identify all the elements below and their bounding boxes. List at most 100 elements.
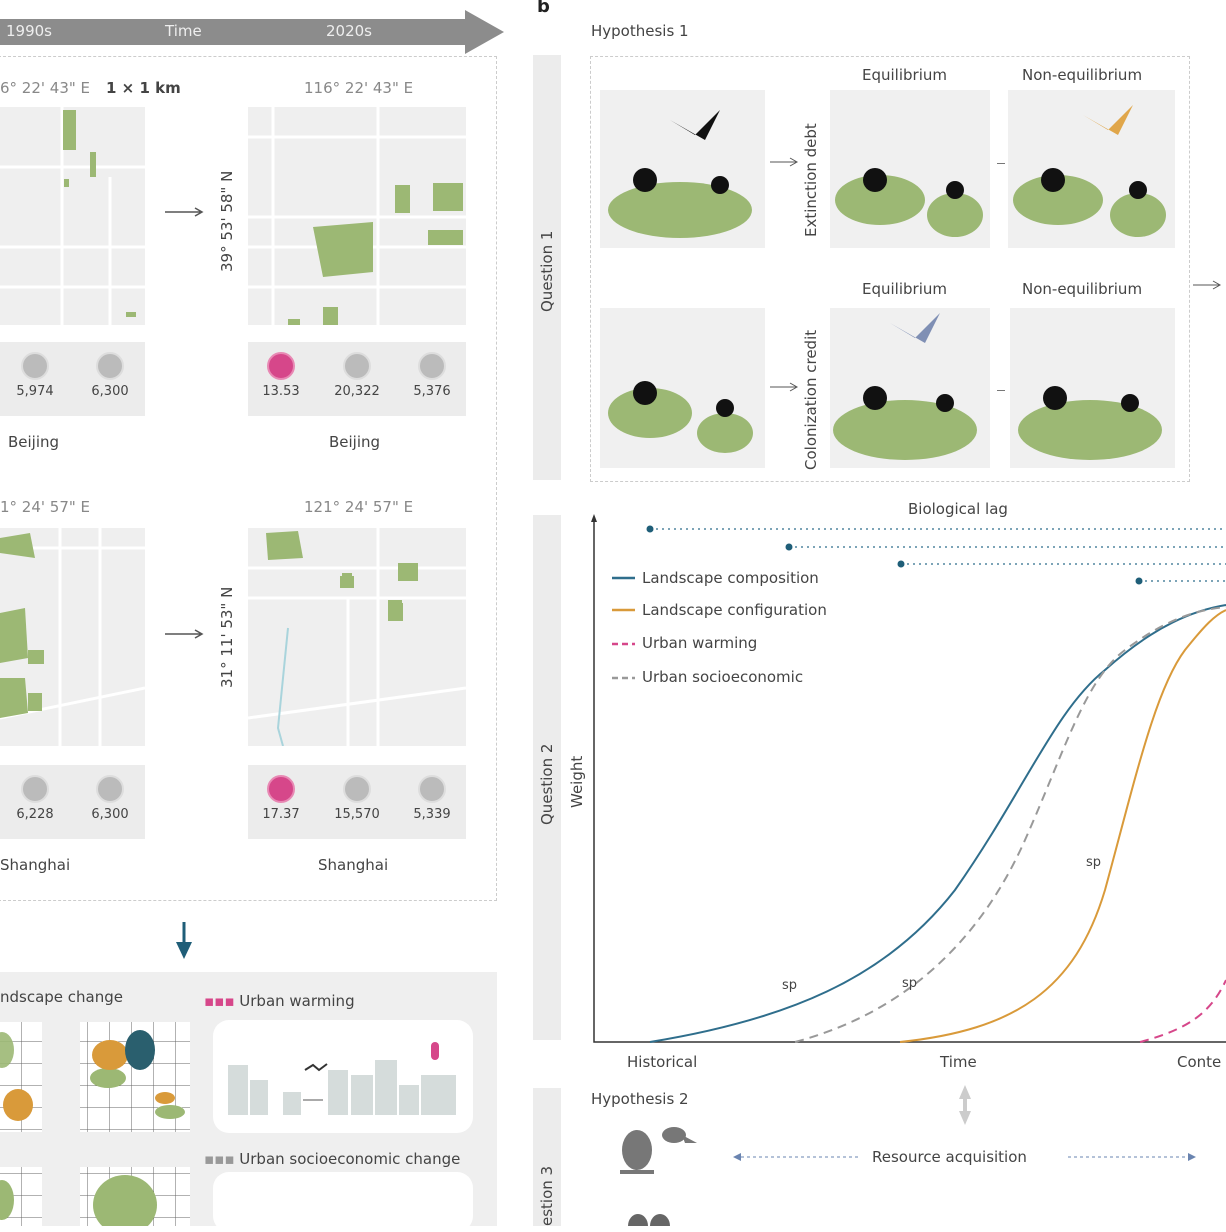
thermometer-icon xyxy=(267,775,295,803)
arrow-icon xyxy=(1193,280,1222,290)
right-dotted-arrow xyxy=(1068,1153,1196,1161)
panel-b-letter: b xyxy=(537,0,550,17)
hypothesis-2-title: Hypothesis 2 xyxy=(591,1090,689,1108)
x-tick-historical: Historical xyxy=(627,1053,698,1071)
annotation-sp: sp xyxy=(782,978,798,993)
chart-title: Biological lag xyxy=(908,500,1008,518)
beijing-lon-after: 116° 22' 43" E xyxy=(304,79,414,97)
scene-equilibrium-colonization xyxy=(830,308,990,468)
beijing-stats-1990s: 5,974 6,300 xyxy=(0,342,145,416)
double-arrow-icon xyxy=(959,1085,971,1125)
city-label-beijing: Beijing xyxy=(329,433,381,451)
equilibrium-label: Equilibrium xyxy=(862,280,947,298)
lag-point xyxy=(1135,577,1143,585)
colonization-credit-label: Colonization credit xyxy=(802,329,820,470)
non-equilibrium-label: Non-equilibrium xyxy=(1022,280,1143,298)
beijing-lat: 39° 53' 58" N xyxy=(218,170,236,272)
lightbulb-icon xyxy=(418,352,446,380)
beijing-map-2020s xyxy=(248,107,466,325)
shanghai-map-2020s xyxy=(248,528,466,746)
shanghai-map-1990s xyxy=(0,528,145,746)
legend-urban-socioeconomic: Urban socioeconomic xyxy=(642,668,804,686)
shanghai-stats-2020s: 17.37 15,570 5,339 xyxy=(248,765,466,839)
dash xyxy=(997,390,1005,391)
shanghai-stats-1990s: 6,228 6,300 xyxy=(0,765,145,839)
question-1-bar xyxy=(533,55,561,480)
down-arrow-icon xyxy=(176,922,192,959)
timeline-end: 2020s xyxy=(326,22,372,40)
urban-warming-label: Urban warming xyxy=(239,992,355,1010)
socioeconomic-label: Urban socioeconomic change xyxy=(239,1150,461,1168)
lightbulb-icon xyxy=(96,775,124,803)
series-landscape-composition xyxy=(649,604,1226,1043)
beijing-map-1990s xyxy=(0,107,145,325)
lag-point xyxy=(785,543,793,551)
city-label-shanghai: Shanghai xyxy=(318,856,389,874)
legend-urban-warming: Urban warming xyxy=(642,634,758,652)
arrow-icon xyxy=(770,382,799,392)
urban-warming-title: ▪▪▪ Urban warming xyxy=(204,992,355,1010)
tree-bird-icon xyxy=(620,1127,697,1174)
question-1-label: Question 1 xyxy=(538,230,556,312)
question-3-label: estion 3 xyxy=(538,1165,556,1226)
arrow-icon xyxy=(165,629,204,639)
beijing-lon-before: 6° 22' 43" E xyxy=(0,79,91,97)
extinction-debt-label: Extinction debt xyxy=(802,123,820,237)
equilibrium-label: Equilibrium xyxy=(862,66,947,84)
x-tick-contemporary: Conte xyxy=(1177,1053,1222,1071)
lag-chart xyxy=(591,514,1226,1043)
population-icon xyxy=(343,775,371,803)
annotation-sp: sp xyxy=(1086,855,1102,870)
scene-non-equilibrium-extinction xyxy=(1008,90,1175,248)
series-urban-socioeconomic xyxy=(794,606,1226,1043)
lightbulb-icon xyxy=(418,775,446,803)
scene-equilibrium-extinction xyxy=(830,90,990,248)
shanghai-lon-after: 121° 24' 57" E xyxy=(304,498,414,516)
shanghai-lon-before: 1° 24' 57" E xyxy=(0,498,91,516)
hypothesis-1-frame xyxy=(590,56,1190,482)
annotation-sp: sp xyxy=(902,976,918,991)
left-dotted-arrow xyxy=(733,1153,861,1161)
scene-non-equilibrium-colonization xyxy=(1010,308,1175,468)
panel-a-frame xyxy=(0,56,497,901)
question-2-bar xyxy=(533,515,561,1040)
landscape-grids xyxy=(0,1022,190,1226)
hypothesis-1-title: Hypothesis 1 xyxy=(591,22,689,40)
arrow-icon xyxy=(165,207,204,217)
population-icon xyxy=(21,775,49,803)
population-icon xyxy=(343,352,371,380)
beijing-stats-2020s: 13.53 20,322 5,376 xyxy=(248,342,466,416)
scene-historical-colonization xyxy=(600,308,765,468)
legend-landscape-composition: Landscape composition xyxy=(642,569,819,587)
scale-label: 1 × 1 km xyxy=(106,79,181,97)
city-label-beijing: Beijing xyxy=(8,433,60,451)
series-urban-warming xyxy=(1139,979,1226,1043)
chart-axes xyxy=(593,518,1226,1043)
city-label-shanghai: Shanghai xyxy=(0,856,71,874)
timeline-arrow xyxy=(0,10,504,54)
resource-acquisition-label: Resource acquisition xyxy=(872,1148,1027,1166)
scene-historical-extinction xyxy=(600,90,765,248)
thermometer-icon xyxy=(267,352,295,380)
timeline-start: 1990s xyxy=(6,22,52,40)
socioeconomic-title: ▪▪▪ Urban socioeconomic change xyxy=(204,1150,461,1168)
landscape-change-title: ndscape change xyxy=(0,988,124,1006)
lightbulb-icon xyxy=(96,352,124,380)
y-axis-label: Weight xyxy=(568,755,586,808)
urban-warming-illustration xyxy=(213,1020,473,1133)
series-landscape-configuration xyxy=(899,609,1226,1043)
arrow-icon xyxy=(770,157,799,167)
dash xyxy=(997,163,1005,164)
lag-point xyxy=(646,525,654,533)
lag-point xyxy=(897,560,905,568)
x-axis-label: Time xyxy=(940,1053,977,1071)
shanghai-lat: 31° 11' 53" N xyxy=(218,586,236,688)
legend-landscape-configuration: Landscape configuration xyxy=(642,601,827,619)
timeline-label: Time xyxy=(165,22,202,40)
non-equilibrium-label: Non-equilibrium xyxy=(1022,66,1143,84)
eggs-icon xyxy=(628,1214,670,1226)
question-2-label: Question 2 xyxy=(538,743,556,825)
population-icon xyxy=(21,352,49,380)
question-3-bar xyxy=(533,1088,561,1226)
socioeconomic-illustration xyxy=(213,1172,473,1232)
